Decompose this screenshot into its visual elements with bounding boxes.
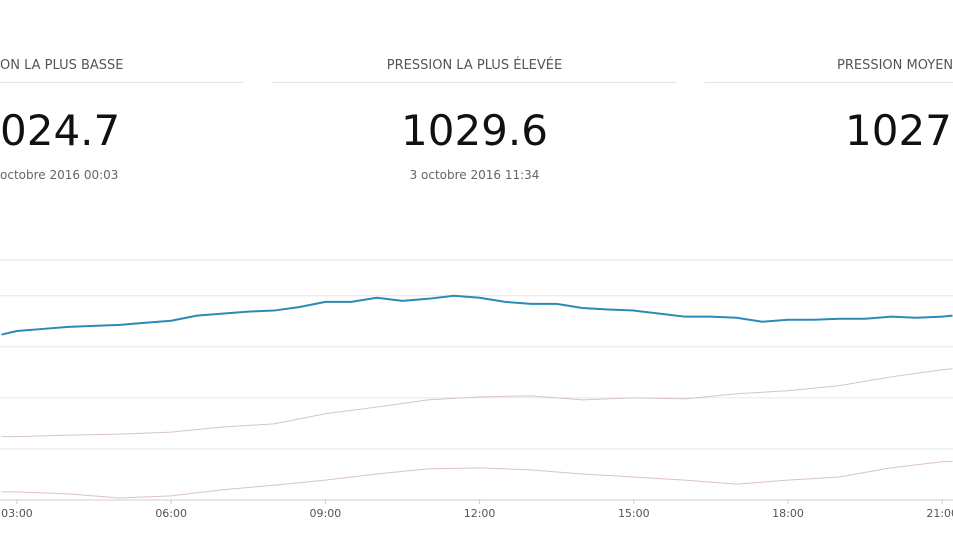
stat-high: PRESSION LA PLUS ÉLEVÉE 1029.6 3 octobre… <box>272 0 677 200</box>
line-series <box>1 294 953 336</box>
stat-date: 3 octobre 2016 11:34 <box>409 168 540 182</box>
x-tick-label: 09:00 <box>310 507 342 520</box>
line-series <box>1 460 953 499</box>
stat-mean: PRESSION MOYEN 1027.7 <box>705 0 953 200</box>
x-tick-label: 21:00 <box>926 507 953 520</box>
stat-date: octobre 2016 00:03 <box>0 168 119 182</box>
stat-value: 1029.6 <box>401 106 548 155</box>
stat-low: ON LA PLUS BASSE 024.7 octobre 2016 00:0… <box>0 0 243 200</box>
x-tick-label: 03:00 <box>1 507 33 520</box>
stat-value: 1027.7 <box>845 106 953 155</box>
x-tick-label: 15:00 <box>618 507 650 520</box>
divider <box>272 82 677 83</box>
x-tick-label: 12:00 <box>464 507 496 520</box>
stat-value: 024.7 <box>0 106 121 155</box>
divider <box>0 82 243 83</box>
line-series <box>1 368 953 438</box>
stat-title: PRESSION LA PLUS ÉLEVÉE <box>386 58 563 73</box>
stat-title: PRESSION MOYEN <box>837 58 953 73</box>
divider <box>705 82 953 83</box>
x-tick-label: 06:00 <box>155 507 187 520</box>
x-tick-label: 18:00 <box>772 507 804 520</box>
stat-title: ON LA PLUS BASSE <box>0 58 124 73</box>
